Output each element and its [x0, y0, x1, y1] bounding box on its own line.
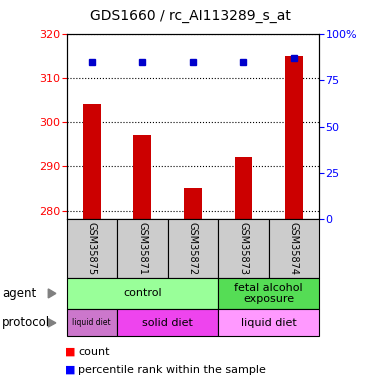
Text: protocol: protocol [2, 316, 50, 329]
Text: agent: agent [2, 287, 36, 300]
Text: percentile rank within the sample: percentile rank within the sample [78, 365, 266, 375]
Text: GSM35872: GSM35872 [188, 222, 198, 275]
Text: control: control [123, 288, 162, 298]
Bar [234, 158, 252, 219]
Text: count: count [78, 347, 109, 357]
Text: GSM35875: GSM35875 [87, 222, 97, 275]
Text: ■: ■ [65, 347, 75, 357]
Bar [83, 105, 101, 219]
Text: GSM35873: GSM35873 [238, 222, 249, 275]
Text: liquid diet: liquid diet [241, 318, 296, 328]
Bar [184, 188, 202, 219]
Bar [285, 56, 303, 219]
Text: GDS1660 / rc_AI113289_s_at: GDS1660 / rc_AI113289_s_at [90, 9, 290, 23]
Text: liquid diet: liquid diet [73, 318, 111, 327]
Text: ■: ■ [65, 365, 75, 375]
Text: GSM35871: GSM35871 [137, 222, 147, 275]
Text: fetal alcohol
exposure: fetal alcohol exposure [234, 283, 303, 304]
Text: GSM35874: GSM35874 [289, 222, 299, 275]
Bar [133, 135, 151, 219]
Text: solid diet: solid diet [142, 318, 193, 328]
